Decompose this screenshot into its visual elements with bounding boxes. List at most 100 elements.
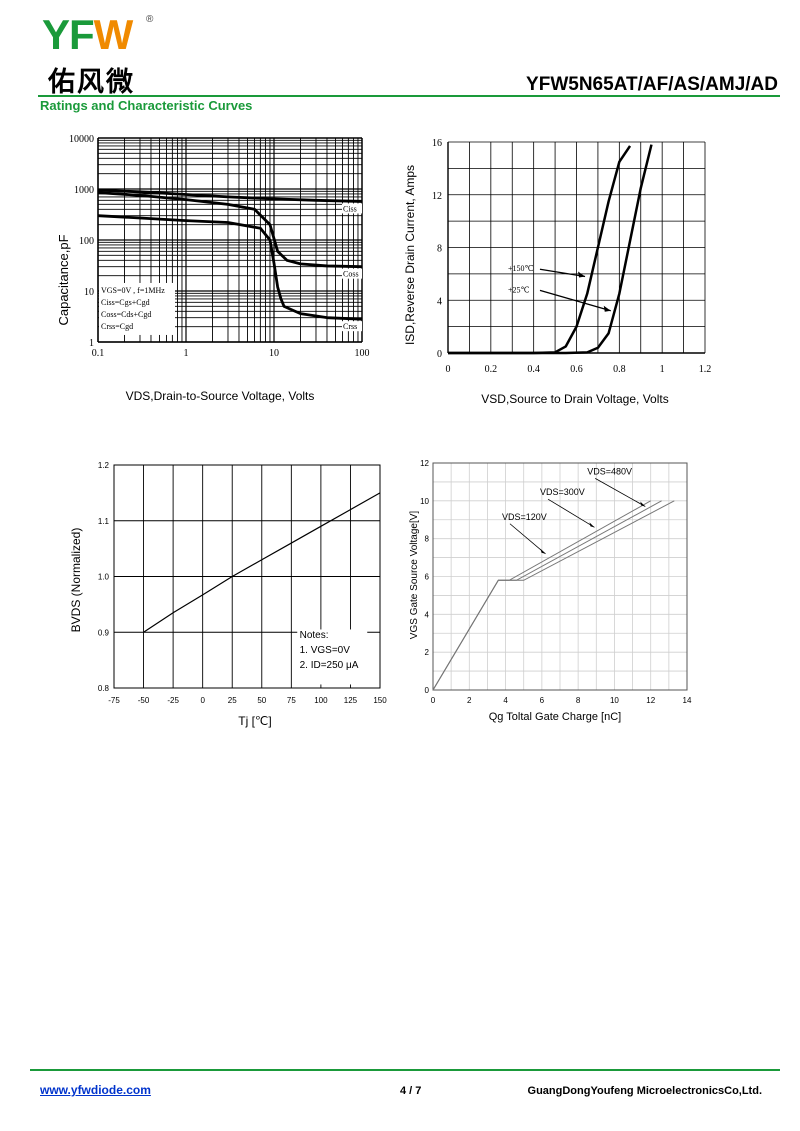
x-tick-label: 100 <box>355 348 370 359</box>
x-tick-label: 50 <box>257 696 266 705</box>
curve-annotation: +25℃ <box>508 285 530 294</box>
legend-entry: VGS=0V , f=1MHz <box>101 286 165 295</box>
curve-annotation: VDS=480V <box>587 466 632 476</box>
x-axis-title: Tj [℃] <box>238 714 271 728</box>
note-line: 2. ID=250 μA <box>300 660 359 671</box>
x-tick-label: 0.2 <box>485 364 498 375</box>
series-line-ciss <box>97 188 363 203</box>
y-tick-label: 0.8 <box>98 684 110 693</box>
header-divider <box>38 95 780 97</box>
x-tick-label: 25 <box>228 696 237 705</box>
series-line <box>143 492 381 633</box>
company-logo: YFW ® 佑风微 <box>42 11 172 99</box>
x-tick-label: 0 <box>446 364 451 375</box>
series-label-bg <box>342 268 362 279</box>
y-tick-label: 1 <box>89 338 94 349</box>
y-tick-label: 1.0 <box>98 573 110 582</box>
series-label-bg <box>342 321 362 332</box>
legend-entry: Crss=Cgd <box>101 322 133 331</box>
y-tick-label: 12 <box>420 459 429 468</box>
y-tick-label: 10000 <box>69 134 94 145</box>
y-tick-label: 1.1 <box>98 517 110 526</box>
y-tick-label: 1000 <box>74 185 94 196</box>
y-tick-label: 4 <box>437 296 442 307</box>
plot-frame <box>432 462 688 691</box>
x-tick-label: 12 <box>646 696 655 705</box>
x-tick-label: 10 <box>610 696 619 705</box>
series-label: Ciss <box>343 204 357 213</box>
capacitance-chart: VGS=0V , f=1MHz Ciss=Cgs+Cgd Coss=Cds+Cgd C… <box>56 134 370 403</box>
website-link[interactable]: www.yfwdiode.com <box>40 1083 151 1097</box>
y-axis-title: VGS Gate Source Voltage[V] <box>409 511 420 640</box>
y-axis-title: ISD,Reverse Drain Current, Amps <box>403 165 417 345</box>
x-tick-label: 1 <box>184 348 189 359</box>
x-tick-label: 100 <box>314 696 328 705</box>
x-tick-label: 1 <box>660 364 665 375</box>
x-tick-label: -25 <box>167 696 179 705</box>
logo-mark: YFW <box>42 11 133 58</box>
y-tick-label: 16 <box>432 138 442 149</box>
x-tick-label: 0 <box>431 696 436 705</box>
gate-charge-chart: VDS=120V VDS=300V VDS=480V 0 2 4 6 8 10 12 14 0 2 4 6 8… <box>409 459 692 723</box>
x-axis-title: VSD,Source to Drain Voltage, Volts <box>481 392 668 406</box>
x-tick-label: -75 <box>108 696 120 705</box>
legend-entry: Ciss=Cgs+Cgd <box>101 298 150 307</box>
y-tick-label: 10 <box>420 497 429 506</box>
annotation-arrow <box>539 268 586 278</box>
footer-divider <box>30 1069 780 1071</box>
series-line <box>432 500 675 691</box>
company-name: GuangDongYoufeng MicroelectronicsCo,Ltd. <box>527 1085 762 1097</box>
note-line: Notes: <box>300 630 329 641</box>
company-chinese-name: 佑风微 <box>48 67 135 98</box>
x-tick-label: 14 <box>683 696 692 705</box>
x-tick-label: 75 <box>287 696 296 705</box>
x-tick-label: 6 <box>540 696 545 705</box>
y-tick-label: 8 <box>425 535 430 544</box>
annotation-leader <box>595 478 646 507</box>
legend-box <box>99 282 175 335</box>
arrow-head <box>603 305 611 312</box>
y-axis-title: Capacitance,pF <box>56 234 71 325</box>
y-tick-label: 1.2 <box>98 461 110 470</box>
y-tick-label: 8 <box>437 244 442 255</box>
y-tick-label: 10 <box>84 287 94 298</box>
part-number: YFW5N65AT/AF/AS/AMJ/AD <box>526 74 778 95</box>
series-line <box>448 144 653 355</box>
y-axis-title: BVDS (Normalized) <box>69 528 83 633</box>
annotation-arrow <box>539 289 611 312</box>
x-tick-label: -50 <box>138 696 150 705</box>
y-tick-label: 0 <box>425 686 430 695</box>
arrow-head <box>578 271 586 278</box>
annotation-leader <box>509 523 546 555</box>
bvds-normalized-chart: Notes: 1. VGS=0V 2. ID=250 μA -75 -50 -25 0 25 5… <box>69 461 387 728</box>
curve-annotation: VDS=120V <box>502 512 547 522</box>
x-tick-label: 0.6 <box>570 364 583 375</box>
note-line: 1. VGS=0V <box>300 645 351 656</box>
y-tick-label: 0.9 <box>98 628 110 637</box>
x-axis-title: VDS,Drain-to-Source Voltage, Volts <box>126 389 315 403</box>
series-line <box>448 145 632 355</box>
y-tick-label: 100 <box>79 236 94 247</box>
y-tick-label: 12 <box>432 191 442 202</box>
series-label: Coss <box>343 270 359 279</box>
y-tick-label: 4 <box>425 610 430 619</box>
x-tick-label: 4 <box>503 696 508 705</box>
y-tick-label: 2 <box>425 648 430 657</box>
y-tick-label: 6 <box>425 573 430 582</box>
curve-annotation: VDS=300V <box>540 487 585 497</box>
x-axis-title: Qg Toltal Gate Charge [nC] <box>489 711 621 723</box>
arrow-head <box>540 548 546 554</box>
x-tick-label: 1.2 <box>699 364 712 375</box>
curve-annotation: +150℃ <box>508 264 534 273</box>
page-number: 4 / 7 <box>400 1085 422 1097</box>
arrow-head <box>589 522 595 528</box>
x-tick-label: 0 <box>200 696 205 705</box>
series-label-bg <box>342 203 362 214</box>
series-line-coss <box>97 191 363 269</box>
annotation-leader <box>547 498 595 528</box>
x-tick-label: 0.8 <box>613 364 626 375</box>
notes-box <box>297 629 368 685</box>
x-tick-label: 0.4 <box>527 364 540 375</box>
x-tick-label: 150 <box>373 696 387 705</box>
registered-mark: ® <box>146 14 154 25</box>
